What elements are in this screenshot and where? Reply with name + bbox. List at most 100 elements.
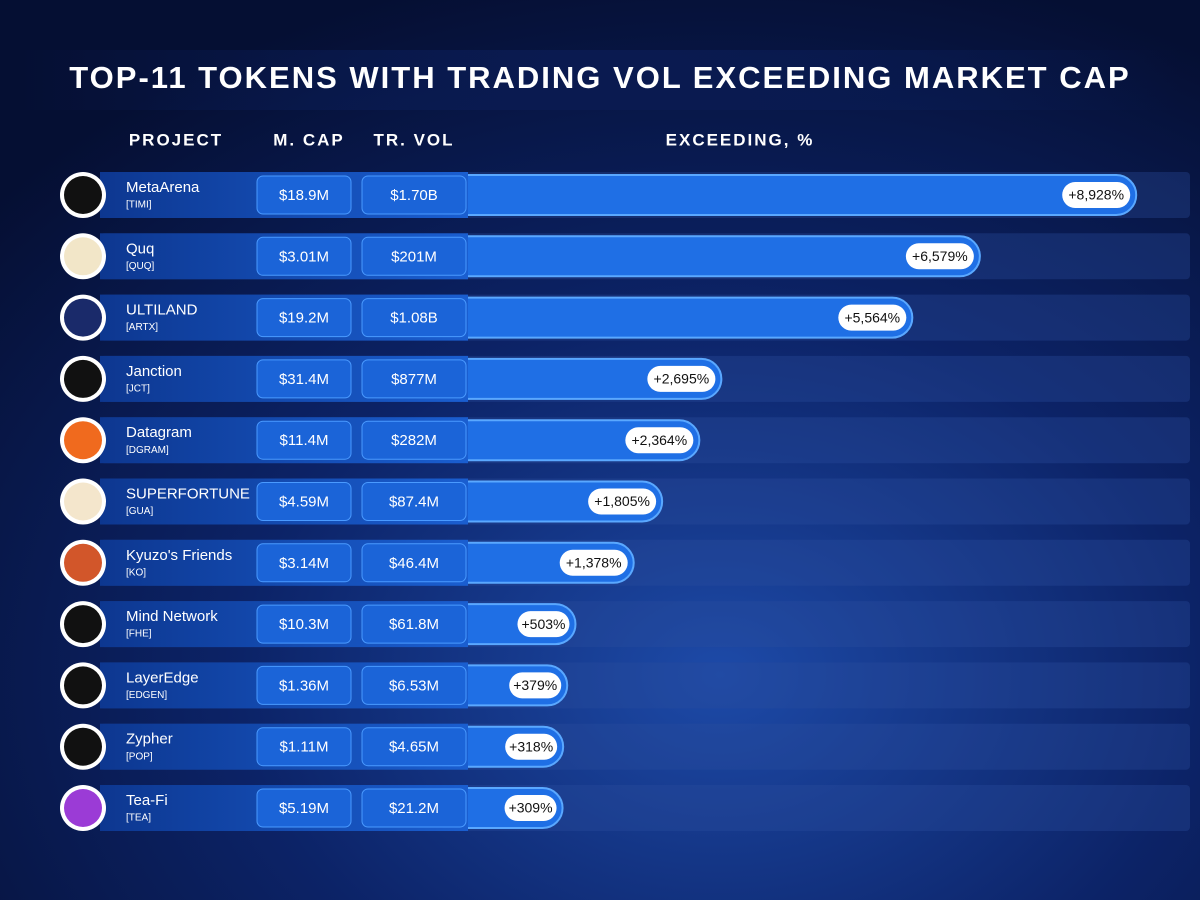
cell-box [361, 604, 467, 644]
value-label: +2,695% [654, 371, 710, 387]
cell-box [256, 543, 352, 583]
cell-box [361, 420, 467, 460]
logo-inner [64, 482, 102, 521]
column-header: PROJECT [129, 130, 223, 149]
project-name: Quq [126, 240, 154, 257]
project-name: ULTILAND [126, 302, 198, 319]
value-label: +503% [521, 616, 565, 632]
cell-box [256, 420, 352, 460]
market-cap: $1.36M [279, 677, 329, 694]
ticker: [DGRAM] [126, 445, 169, 456]
bar [439, 235, 981, 278]
ticker: [KO] [126, 567, 146, 578]
trading-volume: $46.4M [389, 555, 439, 572]
column-header: EXCEEDING, % [666, 130, 815, 149]
cell-box [361, 236, 467, 276]
value-label: +379% [513, 677, 557, 693]
cell-box [256, 359, 352, 399]
value-label-pill [1062, 182, 1131, 208]
market-cap: $31.4M [279, 371, 329, 388]
trading-volume: $21.2M [389, 800, 439, 817]
project-name: LayerEdge [126, 669, 199, 686]
cell-box [361, 788, 467, 828]
project-name: Kyuzo's Friends [126, 547, 232, 564]
trading-volume: $1.08B [390, 310, 438, 327]
value-label: +6,579% [912, 248, 968, 264]
cell-box [361, 482, 467, 521]
logo-inner [64, 359, 102, 398]
trading-volume: $87.4M [389, 493, 439, 510]
market-cap: $3.01M [279, 248, 329, 265]
value-label: +8,928% [1068, 187, 1124, 203]
logo-inner [64, 237, 102, 276]
cell-box [361, 543, 467, 583]
ticker: [QUQ] [126, 261, 155, 272]
market-cap: $19.2M [279, 310, 329, 327]
logo-inner [64, 176, 102, 214]
market-cap: $1.11M [280, 739, 329, 756]
value-label: +1,805% [594, 493, 650, 509]
project-name: Zypher [126, 731, 173, 748]
value-label-pill [588, 488, 657, 515]
value-label-pill [504, 795, 557, 821]
cell-box [361, 175, 467, 215]
trading-volume: $201M [391, 248, 437, 265]
trading-volume: $282M [391, 432, 437, 449]
trading-volume: $61.8M [389, 616, 439, 633]
cell-box [256, 727, 352, 767]
project-name: Mind Network [126, 608, 218, 625]
market-cap: $18.9M [279, 187, 329, 204]
project-name: Datagram [126, 424, 192, 441]
value-label-pill [505, 733, 558, 760]
project-name: Tea-Fi [126, 792, 168, 809]
cell-box [361, 665, 467, 705]
cell-box [361, 727, 467, 767]
trading-volume: $1.70B [390, 187, 438, 204]
ticker: [EDGEN] [126, 690, 167, 701]
logo-inner [64, 421, 102, 460]
logo-inner [64, 727, 102, 766]
column-header: TR. VOL [373, 130, 454, 149]
ticker: [JCT] [126, 384, 150, 395]
market-cap: $3.14M [279, 555, 329, 572]
value-label: +318% [509, 738, 553, 754]
value-label-pill [905, 243, 974, 270]
trading-volume: $6.53M [389, 677, 439, 694]
market-cap: $10.3M [279, 616, 329, 633]
column-header: M. CAP [273, 130, 345, 149]
market-cap: $5.19M [279, 800, 329, 817]
cell-box [256, 236, 352, 276]
cell-box [256, 788, 352, 828]
value-label: +5,564% [844, 309, 900, 325]
trading-volume: $877M [391, 371, 437, 388]
cell-box [256, 298, 352, 338]
ticker: [GUA] [126, 506, 153, 517]
trading-volume: $4.65M [389, 739, 439, 756]
chart-title: TOP-11 TOKENS WITH TRADING VOL EXCEEDING… [69, 60, 1130, 95]
project-name: SUPERFORTUNE [126, 485, 250, 502]
value-label-pill [517, 611, 570, 638]
value-label: +1,378% [566, 555, 622, 571]
cell-box [361, 359, 467, 399]
value-label-pill [509, 672, 562, 699]
logo-inner [64, 789, 102, 827]
value-label: +2,364% [632, 432, 688, 448]
value-label-pill [838, 304, 907, 331]
ticker: [POP] [126, 751, 153, 762]
project-name: Janction [126, 363, 182, 380]
ticker: [ARTX] [126, 322, 158, 333]
bar [439, 174, 1138, 216]
market-cap: $11.4M [280, 432, 329, 449]
value-label: +309% [509, 800, 553, 816]
cell-box [256, 665, 352, 705]
logo-inner [64, 666, 102, 705]
value-label-pill [625, 427, 694, 454]
ticker: [FHE] [126, 629, 152, 640]
ticker: [TIMI] [126, 200, 152, 211]
project-name: MetaArena [126, 179, 200, 196]
value-label-pill [559, 549, 628, 576]
cell-box [256, 604, 352, 644]
cell-box [361, 298, 467, 338]
